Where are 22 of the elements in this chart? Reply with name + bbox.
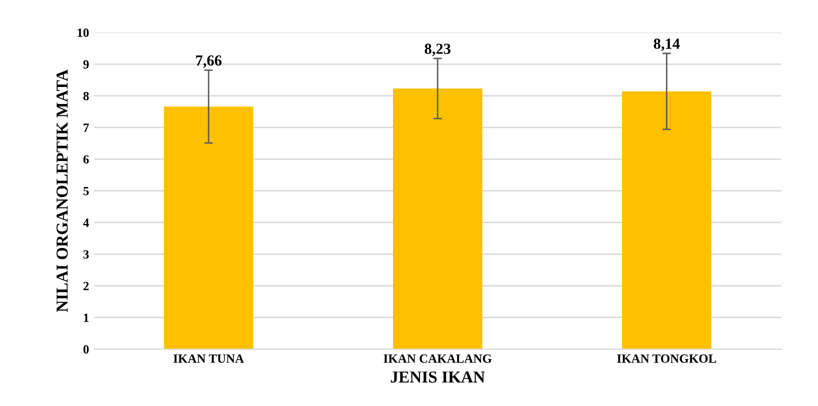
y-tick-label: 8 [83,92,89,100]
y-tick-label: 2 [83,282,89,290]
y-axis-title: NILAI ORGANOLEPTIK MATA [56,69,68,312]
bar [164,106,254,350]
y-tick-label: 4 [83,218,89,227]
y-tick-label: 9 [83,60,89,69]
bar [392,88,482,350]
y-tick-label: 6 [83,155,89,164]
y-tick-label: 3 [83,250,89,259]
data-label: 8,23 [424,44,450,56]
x-tick-label: IKAN CAKALANG [384,354,492,363]
y-tick-label: 1 [84,314,89,322]
bar [622,91,712,350]
y-tick-label: 7 [84,124,89,132]
x-tick-label: IKAN TONGKOL [617,354,716,363]
data-label: 7,66 [196,55,222,68]
y-tick-label: 10 [78,28,89,37]
x-axis-title: JENIS IKAN [390,371,485,383]
y-tick-label: 5 [83,186,89,196]
data-label: 8,14 [654,38,680,52]
y-tick-label: 0 [83,345,89,354]
x-tick-label: IKAN TUNA [174,354,244,363]
